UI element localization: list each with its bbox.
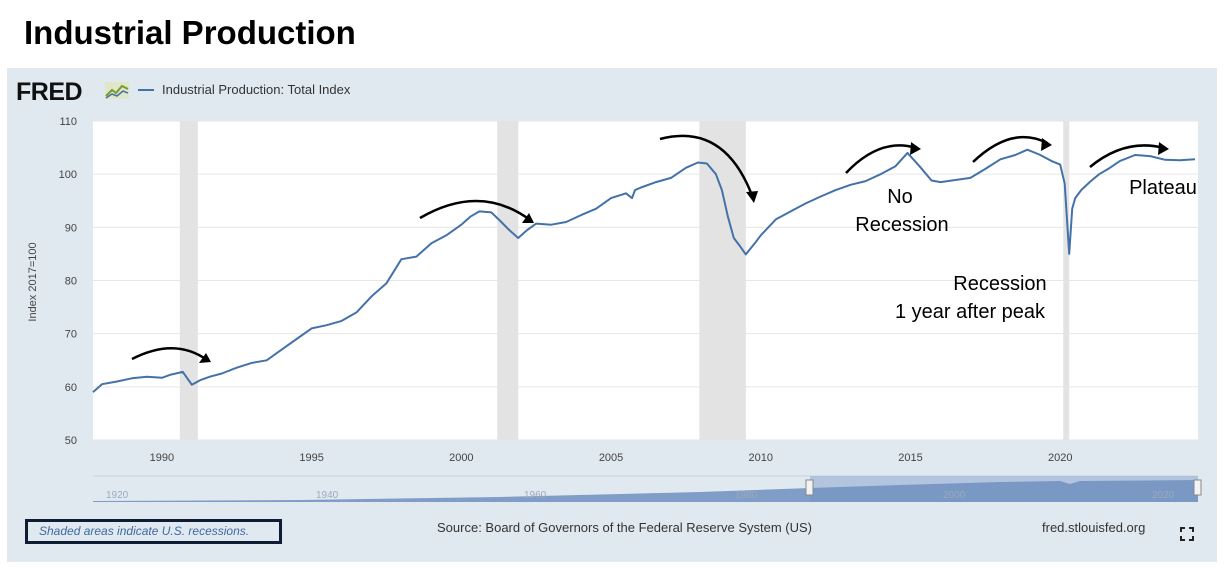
y-tick-label: 60 — [65, 382, 77, 394]
navigator-left-handle[interactable] — [805, 479, 814, 496]
site-link[interactable]: fred.stlouisfed.org — [1042, 520, 1146, 535]
navigator-tick-1940: 1940 — [316, 490, 339, 501]
arrowhead-1990 — [199, 353, 211, 363]
series-line-industrial-production — [92, 148, 1196, 393]
annotation-plateau: Plateau — [1129, 177, 1197, 199]
y-tick-label: 70 — [65, 329, 77, 341]
range-navigator[interactable]: 1920 1940 1960 1980 2000 2020 — [93, 475, 1202, 502]
arrow-2019 — [972, 135, 1048, 163]
source-note: Source: Board of Governors of the Federa… — [437, 520, 812, 535]
recession-shading — [179, 121, 1070, 440]
y-tick-label: 50 — [65, 435, 77, 447]
fred-logo[interactable]: FRED — [16, 78, 83, 106]
recession-band — [497, 121, 519, 440]
y-tick-label: 90 — [65, 222, 77, 234]
x-tick-label: 2020 — [1048, 452, 1072, 464]
series-layer — [92, 148, 1196, 393]
navigator-tick-2020: 2020 — [1152, 490, 1175, 501]
navigator-tick-1980: 1980 — [735, 490, 758, 501]
x-tick-label: 2000 — [449, 452, 473, 464]
arrowhead-2023 — [1158, 142, 1169, 155]
annotation-no-recession-line1: No — [887, 186, 913, 208]
annotation-arrowheads — [199, 138, 1169, 363]
navigator-tick-1960: 1960 — [524, 490, 547, 501]
navigator-tick-2000: 2000 — [943, 490, 966, 501]
navigator-right-handle[interactable] — [1193, 479, 1202, 496]
chart-legend[interactable]: Industrial Production: Total Index — [138, 82, 350, 97]
chart-line-icon — [105, 82, 129, 99]
annotation-no-recession-line2: Recession — [855, 214, 948, 236]
x-tick-label: 1995 — [299, 452, 323, 464]
arrow-2000 — [419, 199, 531, 222]
recession-band — [699, 121, 746, 440]
y-tick-label: 80 — [65, 276, 77, 288]
recession-band — [1063, 121, 1070, 440]
x-tick-label: 2015 — [898, 452, 922, 464]
y-tick-label: 110 — [59, 116, 77, 128]
arrowhead-2014 — [910, 142, 921, 155]
arrow-2008 — [659, 134, 755, 199]
x-tick-label: 2005 — [599, 452, 623, 464]
y-tick-label: 100 — [59, 169, 77, 181]
arrow-1990 — [131, 347, 208, 362]
annotation-arrows — [131, 134, 1165, 362]
arrowhead-2000 — [522, 213, 534, 223]
legend-swatch — [138, 88, 154, 91]
x-axis: 1990 1995 2000 2005 2010 2015 2020 — [150, 452, 1073, 464]
expand-icon[interactable] — [1180, 527, 1194, 541]
x-tick-label: 2010 — [749, 452, 773, 464]
legend-label: Industrial Production: Total Index — [162, 82, 351, 97]
navigator-tick-1920: 1920 — [106, 490, 129, 501]
arrow-2023 — [1089, 144, 1165, 168]
navigator-series — [93, 480, 1198, 502]
arrowhead-2008 — [746, 191, 758, 203]
recession-shading-note: Shaded areas indicate U.S. recessions. — [25, 519, 282, 544]
annotation-recession-line1: Recession — [953, 273, 1046, 295]
arrow-2014 — [845, 144, 917, 174]
y-axis: 50 60 70 80 90 100 110 — [59, 116, 77, 447]
page-title: Industrial Production — [24, 14, 356, 51]
grid — [93, 120, 1198, 441]
annotation-recession-line2: 1 year after peak — [895, 301, 1046, 323]
recession-band — [179, 121, 198, 440]
y-axis-label: Index 2017=100 — [27, 242, 39, 321]
x-tick-label: 1990 — [150, 452, 174, 464]
arrowhead-2019 — [1041, 138, 1052, 151]
